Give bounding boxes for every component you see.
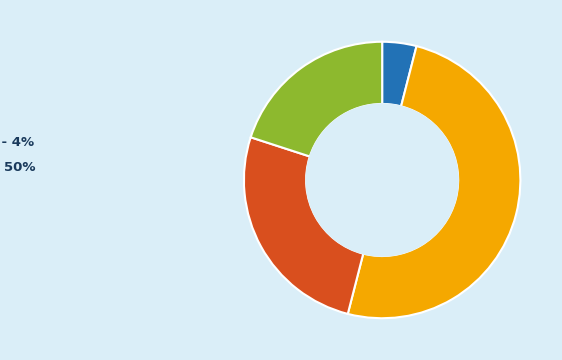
Wedge shape [251, 42, 382, 157]
Circle shape [306, 104, 458, 256]
Wedge shape [348, 46, 520, 318]
Wedge shape [244, 137, 363, 314]
Wedge shape [382, 42, 416, 106]
Legend: SP1 Post farmgate - 4%, SP1 Pre farmgate - 50%, SP2 - 26%, SP3 - 20%: SP1 Post farmgate - 4%, SP1 Pre farmgate… [0, 129, 42, 231]
